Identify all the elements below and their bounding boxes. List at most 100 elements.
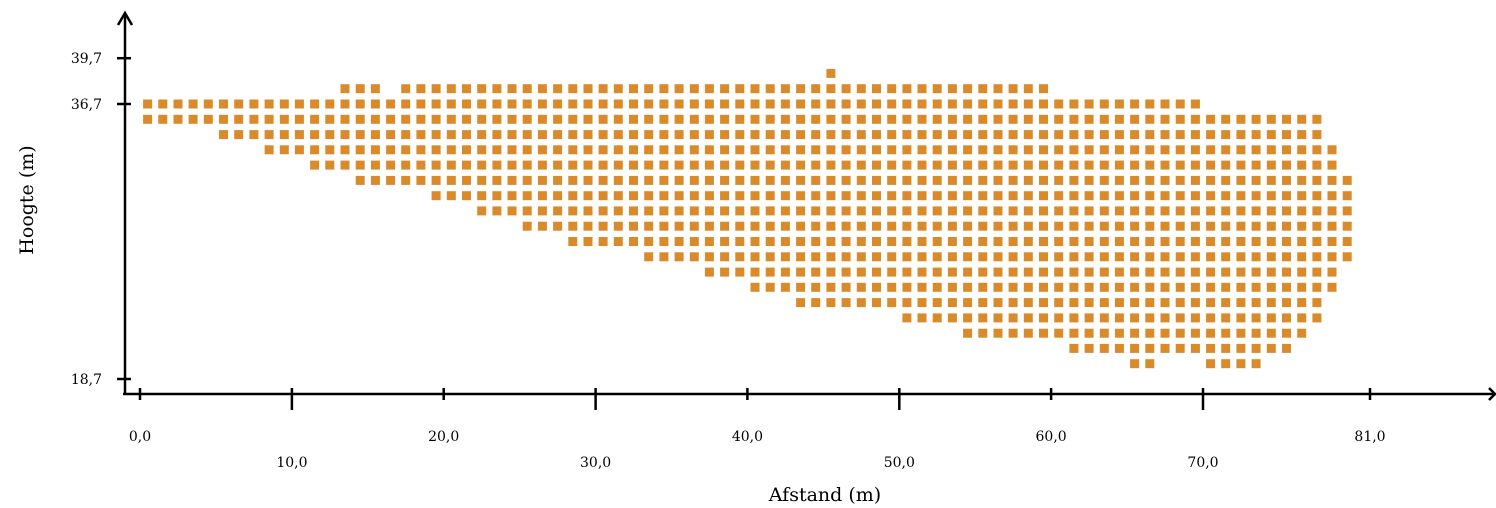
data-cell (659, 221, 669, 231)
data-cell (416, 99, 426, 109)
data-cell (1069, 298, 1079, 308)
data-cell (1145, 359, 1155, 369)
data-cell (553, 206, 563, 216)
data-cell (826, 114, 836, 124)
data-cell (765, 99, 775, 109)
data-cell (963, 191, 973, 201)
data-cell (310, 114, 320, 124)
data-cell (446, 99, 456, 109)
data-cell (1130, 359, 1140, 369)
data-cell (872, 145, 881, 155)
data-cell (1130, 328, 1140, 338)
data-cell (841, 191, 851, 201)
data-cell (1175, 313, 1185, 323)
data-cell (1099, 221, 1109, 231)
data-cell (872, 252, 881, 262)
data-cell (1251, 114, 1261, 124)
data-cell (431, 160, 441, 170)
data-cell (1023, 114, 1033, 124)
data-cell (1312, 313, 1322, 323)
data-cell (462, 114, 471, 124)
data-cell (234, 99, 244, 109)
data-cell (355, 84, 365, 94)
data-cell (1099, 298, 1109, 308)
data-cell (1039, 267, 1048, 277)
x-tick-label: 30,0 (580, 455, 611, 471)
data-cell (143, 114, 153, 124)
data-cell (370, 99, 380, 109)
data-cell (1327, 191, 1337, 201)
data-cell (1130, 206, 1140, 216)
data-cell (902, 160, 912, 170)
data-cell (477, 130, 487, 140)
data-cell (1297, 313, 1307, 323)
data-cell (1206, 267, 1216, 277)
data-cell (1221, 252, 1231, 262)
data-cell (1099, 114, 1109, 124)
data-cell (1130, 298, 1140, 308)
data-cell (203, 114, 213, 124)
data-cell (917, 282, 927, 292)
data-cell (370, 160, 380, 170)
data-cell (1190, 114, 1200, 124)
data-cell (1008, 328, 1018, 338)
data-cell (1145, 175, 1155, 185)
data-cell (1084, 114, 1094, 124)
data-cell (1342, 191, 1352, 201)
data-cell (765, 267, 775, 277)
data-cell (431, 114, 441, 124)
data-cell (598, 160, 608, 170)
data-cell (963, 175, 973, 185)
data-cell (780, 160, 790, 170)
data-cell (978, 191, 988, 201)
data-cell (963, 84, 973, 94)
data-cell (1297, 145, 1307, 155)
data-cell (1008, 282, 1018, 292)
data-cell (598, 130, 608, 140)
data-cell (1221, 175, 1231, 185)
data-cell (1145, 298, 1155, 308)
data-cell (1130, 267, 1140, 277)
data-cell (1312, 221, 1322, 231)
data-cell (537, 130, 547, 140)
data-cell (492, 206, 502, 216)
data-cell (796, 191, 806, 201)
data-cell (947, 282, 957, 292)
data-cell (1145, 145, 1155, 155)
data-cell (917, 160, 927, 170)
data-cell (826, 191, 836, 201)
data-cell (887, 160, 897, 170)
data-cell (583, 114, 593, 124)
data-cell (978, 237, 988, 246)
data-cell (872, 206, 881, 216)
data-cell (811, 145, 821, 155)
data-cell (932, 114, 942, 124)
data-cell (1297, 282, 1307, 292)
data-cell (1084, 175, 1094, 185)
data-cell (1039, 298, 1048, 308)
data-cell (1023, 328, 1033, 338)
data-cell (1190, 175, 1200, 185)
data-cell (1221, 114, 1231, 124)
data-cell (887, 237, 897, 246)
data-cell (477, 114, 487, 124)
data-cell (1175, 114, 1185, 124)
data-cell (1069, 99, 1079, 109)
data-cell (507, 130, 517, 140)
data-cell (613, 130, 623, 140)
data-cell (872, 282, 881, 292)
data-cell (1084, 237, 1094, 246)
data-cell (750, 160, 760, 170)
data-cell (811, 114, 821, 124)
data-cell (826, 68, 836, 78)
data-cell (765, 237, 775, 246)
data-cell (143, 99, 153, 109)
data-cell (1054, 114, 1064, 124)
data-cell (917, 206, 927, 216)
data-cell (689, 175, 699, 185)
data-cell (872, 191, 881, 201)
data-cell (659, 114, 669, 124)
data-cell (963, 313, 973, 323)
data-cell (386, 175, 396, 185)
